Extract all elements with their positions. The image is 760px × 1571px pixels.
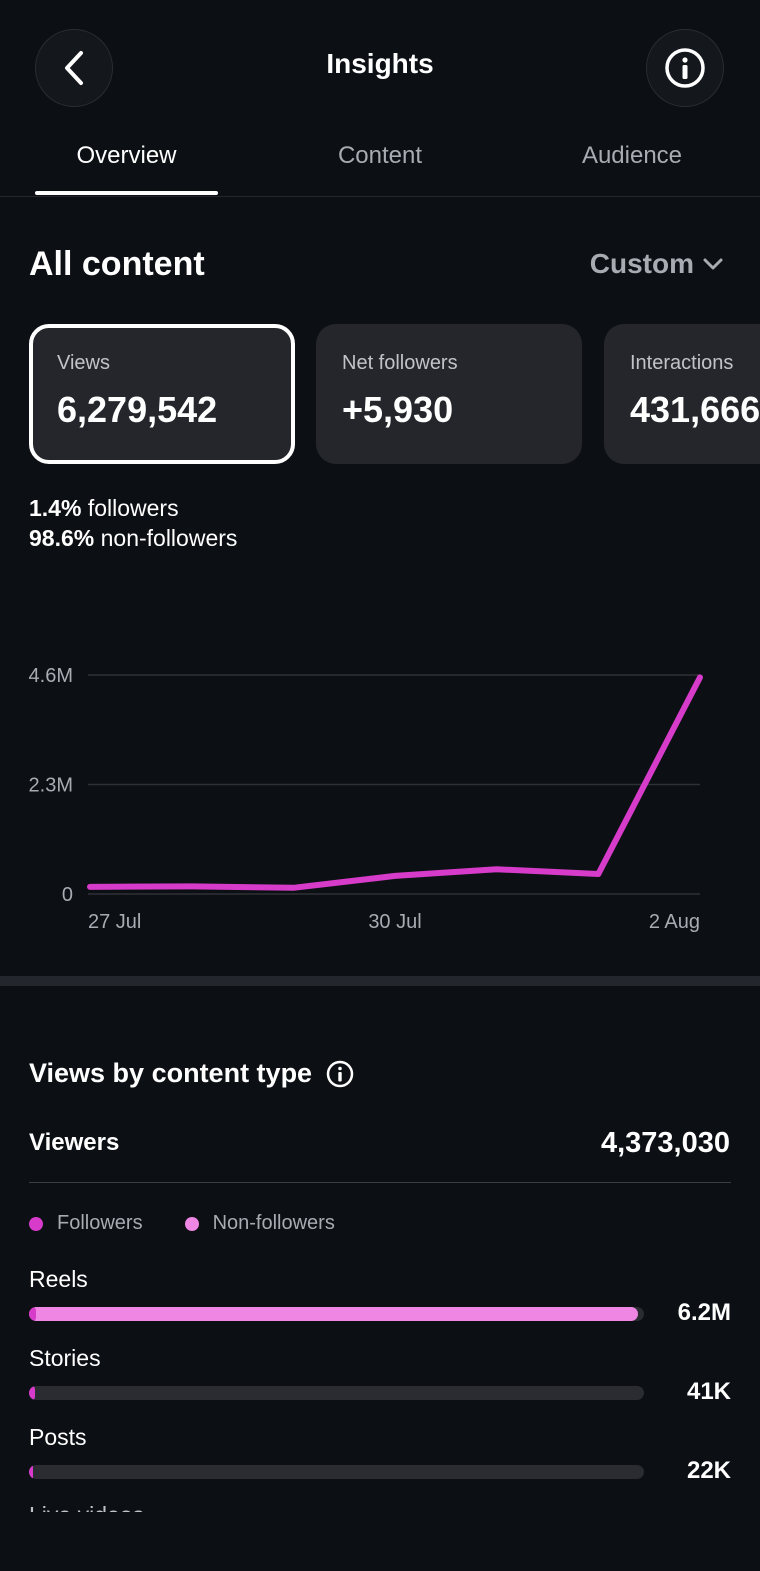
- audience-split: 1.4% followers 98.6% non-followers: [29, 493, 237, 553]
- followers-bar: [29, 1386, 35, 1400]
- content-type-label: Live videos: [29, 1502, 731, 1512]
- active-tab-indicator: [35, 191, 218, 195]
- date-range-dropdown[interactable]: Custom: [590, 248, 724, 280]
- content-type-label: Reels: [29, 1266, 88, 1292]
- nonfollowers-label: non-followers: [100, 525, 238, 551]
- followers-bar: [29, 1307, 36, 1321]
- nonfollowers-percent: 98.6%: [29, 525, 95, 551]
- metric-card-net-followers[interactable]: Net followers +5,930: [316, 324, 582, 464]
- content-type-row-stories[interactable]: Stories 41K: [29, 1345, 731, 1405]
- y-tick-label: 0: [62, 884, 73, 906]
- metric-card-views[interactable]: Views 6,279,542: [29, 324, 295, 464]
- info-button[interactable]: [646, 29, 724, 107]
- content-type-label: Stories: [29, 1345, 101, 1371]
- date-range-label: Custom: [589, 248, 694, 279]
- views-line-chart[interactable]: 0 2.3M 4.6M 27 Jul 30 Jul 2 Aug: [0, 640, 760, 950]
- legend-dot: [29, 1216, 43, 1231]
- content-type-value: 6.2M: [677, 1299, 731, 1326]
- content-type-legend: Followers Non-followers: [29, 1212, 335, 1235]
- content-type-row-reels[interactable]: Reels 6.2M: [29, 1266, 731, 1326]
- content-type-label: Posts: [29, 1424, 87, 1450]
- content-type-bar: [29, 1386, 644, 1400]
- section-title: All content: [29, 245, 205, 283]
- back-button[interactable]: [35, 29, 113, 107]
- x-tick-label: 30 Jul: [368, 911, 421, 933]
- followers-label: followers: [87, 495, 179, 521]
- metric-value: 6,279,542: [57, 389, 218, 430]
- content-type-row-posts[interactable]: Posts 22K: [29, 1424, 731, 1484]
- tab-content[interactable]: Content: [337, 142, 423, 169]
- y-tick-label: 2.3M: [29, 775, 73, 797]
- nonfollowers-bar: [29, 1307, 638, 1321]
- chevron-left-icon: [65, 51, 83, 85]
- content-type-title: Views by content type: [29, 1058, 354, 1089]
- metric-value: +5,930: [342, 389, 454, 430]
- metric-label: Net followers: [342, 352, 458, 374]
- tab-overview[interactable]: Overview: [76, 142, 177, 169]
- content-type-title-text: Views by content type: [29, 1058, 313, 1088]
- x-tick-label: 2 Aug: [649, 911, 700, 933]
- divider: [29, 1182, 731, 1183]
- tab-audience[interactable]: Audience: [581, 142, 683, 169]
- x-tick-label: 27 Jul: [88, 911, 141, 933]
- content-type-bar: [29, 1307, 644, 1321]
- content-type-value: 22K: [686, 1457, 731, 1484]
- section-divider: [0, 976, 760, 986]
- metric-card-interactions[interactable]: Interactions 431,666: [604, 324, 760, 464]
- viewers-label: Viewers: [29, 1129, 120, 1156]
- content-type-row-partial: Live videos: [29, 1500, 731, 1512]
- legend-followers: Followers: [29, 1212, 143, 1235]
- followers-percent: 1.4%: [29, 495, 82, 521]
- followers-bar: [29, 1465, 33, 1479]
- metric-label: Interactions: [630, 352, 734, 374]
- metric-label: Views: [57, 352, 110, 374]
- page-title: Insights: [326, 48, 434, 79]
- tab-bar: Overview Content Audience: [0, 120, 760, 197]
- legend-label: Non-followers: [212, 1212, 335, 1234]
- content-type-bar: [29, 1465, 644, 1479]
- info-icon[interactable]: [326, 1060, 354, 1088]
- viewers-value: 4,373,030: [600, 1127, 730, 1159]
- legend-dot: [184, 1216, 199, 1231]
- info-icon: [665, 48, 705, 88]
- chevron-down-icon: [703, 258, 723, 270]
- legend-nonfollowers: Non-followers: [184, 1212, 335, 1235]
- y-tick-label: 4.6M: [29, 665, 73, 687]
- metric-value: 431,666: [630, 389, 760, 430]
- legend-label: Followers: [57, 1212, 143, 1234]
- views-series-line: [87, 674, 703, 891]
- content-type-value: 41K: [686, 1378, 731, 1405]
